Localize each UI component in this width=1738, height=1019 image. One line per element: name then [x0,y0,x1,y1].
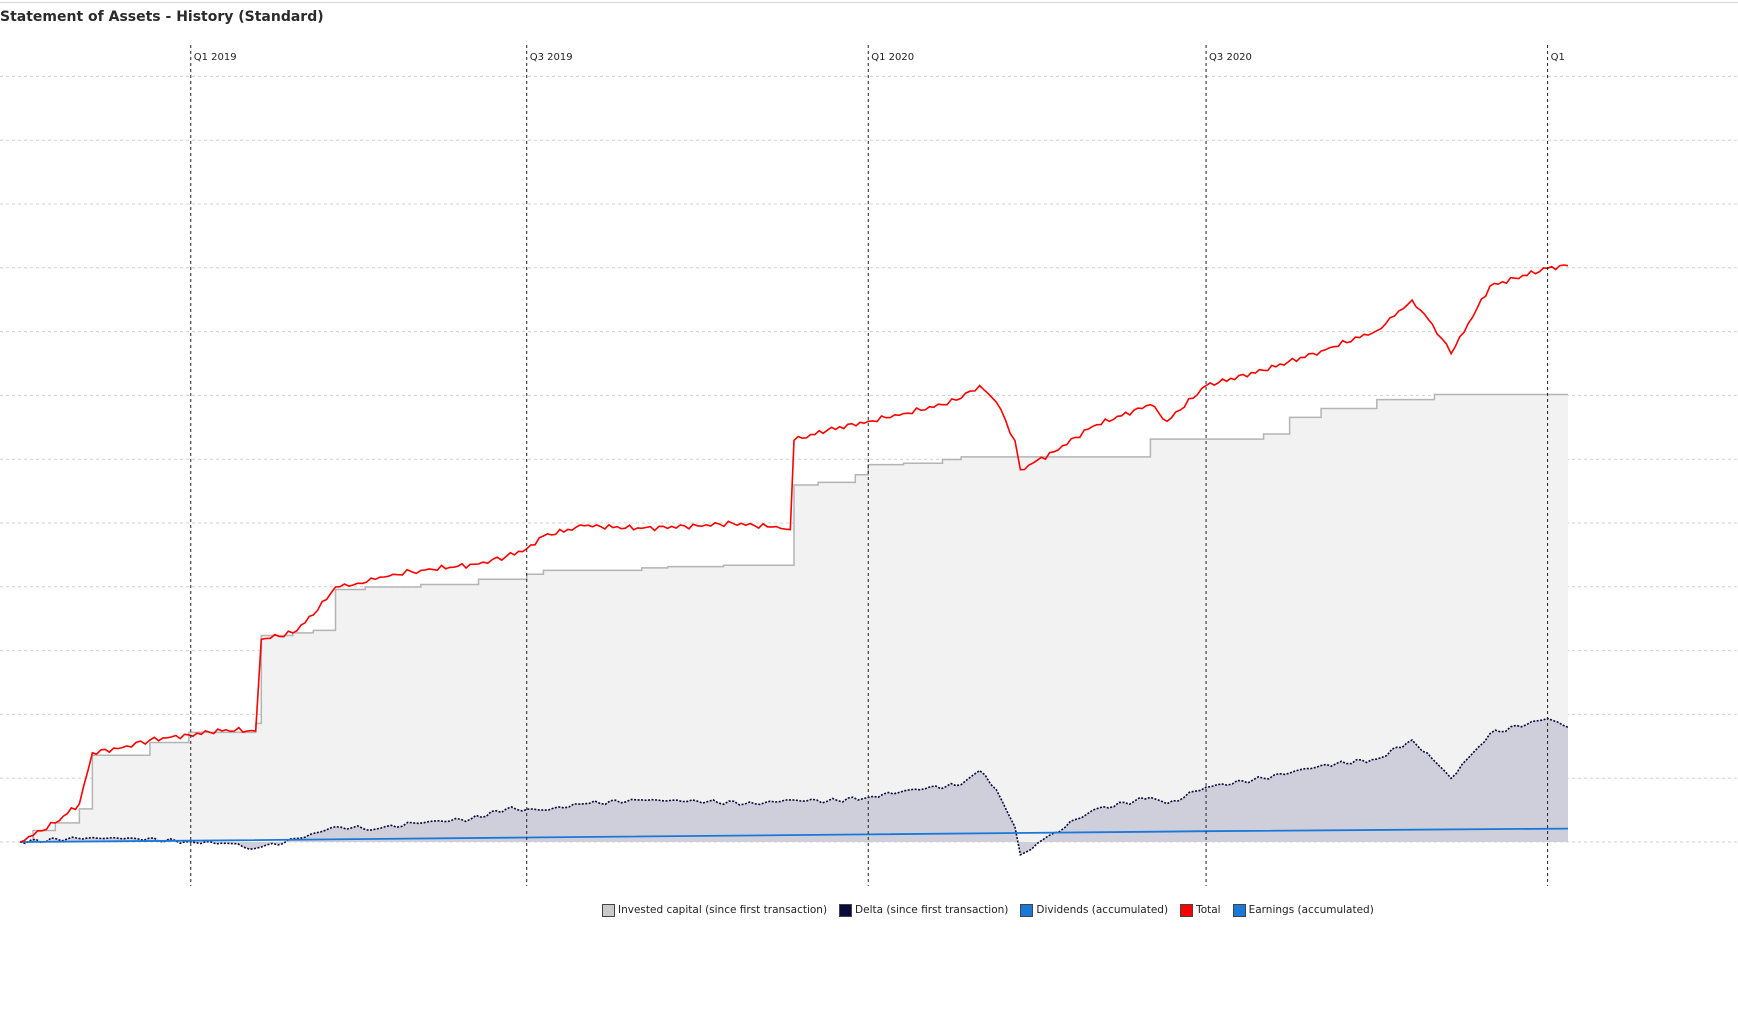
quarter-label: Q3 2019 [530,52,573,63]
quarter-label: Q1 2020 [871,52,914,63]
delta-line [19,717,1569,856]
legend-item[interactable]: Total [1180,903,1221,917]
delta-area [20,718,1568,855]
legend-item[interactable]: Earnings (accumulated) [1232,903,1374,917]
legend-item[interactable]: Invested capital (since first transactio… [602,903,828,917]
legend-item[interactable]: Delta (since first transaction) [839,903,1009,917]
total-line [19,264,1569,843]
legend-label: Earnings (accumulated) [1248,904,1374,916]
quarter-label: Q1 2019 [194,52,237,63]
quarter-markers: Q1 2019 Q3 2019 Q1 2020 Q3 2020 Q1 [190,45,1565,886]
legend-swatch [1232,903,1246,917]
line-series [19,264,1569,856]
legend-label: Total [1196,904,1221,916]
legend-swatch [1180,903,1194,917]
top-divider [0,2,1738,3]
legend-label: Dividends (accumulated) [1036,904,1169,916]
legend-item[interactable]: Dividends (accumulated) [1020,903,1169,917]
quarter-label: Q3 2020 [1209,52,1252,63]
quarter-label: Q1 [1551,52,1565,63]
legend-swatch [602,903,615,917]
invested-capital-line [20,393,1568,843]
legend-label: Invested capital (since first transactio… [618,904,828,916]
legend-swatch [839,903,853,917]
invested-capital-area [20,394,1568,842]
dividends-line [19,827,1569,843]
legend-label: Delta (since first transaction) [855,904,1009,916]
legend-swatch [1020,903,1034,917]
chart-legend: Invested capital (since first transactio… [602,902,1386,918]
page-title: Statement of Assets - History (Standard) [0,9,324,25]
area-series [20,394,1568,855]
